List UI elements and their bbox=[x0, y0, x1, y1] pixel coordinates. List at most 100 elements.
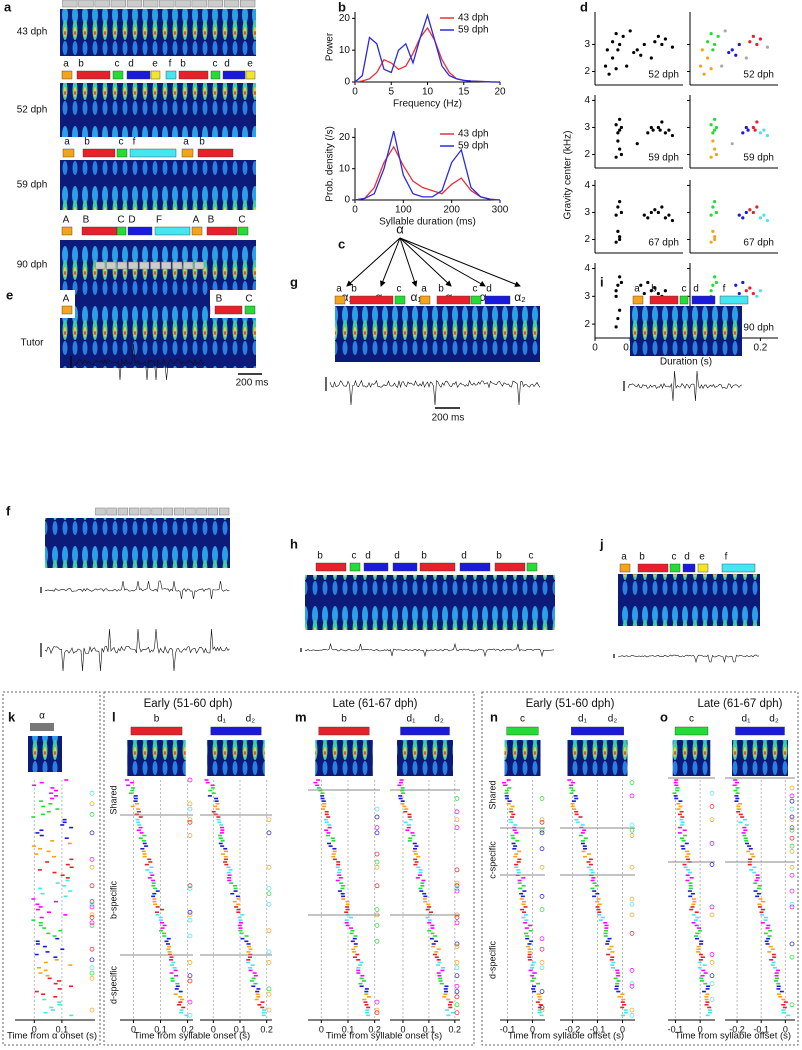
raster-marker bbox=[187, 933, 193, 939]
point bbox=[737, 42, 741, 47]
point bbox=[628, 29, 632, 33]
x-tick-label: 0.2 bbox=[260, 1024, 273, 1034]
raster-marker bbox=[629, 981, 635, 986]
voltage-trace bbox=[74, 343, 205, 381]
node: α₁ bbox=[411, 290, 422, 304]
panel-label: g bbox=[290, 274, 298, 289]
syllable-label: d₁ bbox=[578, 714, 588, 725]
point bbox=[730, 142, 734, 146]
raster-marker bbox=[89, 864, 95, 870]
point bbox=[616, 316, 620, 321]
syllable-label: A bbox=[63, 215, 70, 226]
syllable-bar bbox=[363, 562, 389, 572]
panel-label: h bbox=[290, 536, 298, 551]
x-tick-label: 0 bbox=[698, 1024, 703, 1034]
point bbox=[723, 29, 727, 33]
syllable-label: b bbox=[84, 137, 90, 148]
legend-label: 43 dph bbox=[458, 129, 489, 140]
x-tick-label: 0.1 bbox=[154, 1024, 167, 1034]
point bbox=[616, 283, 620, 287]
point bbox=[744, 210, 748, 215]
age-label: 52 dph bbox=[17, 105, 48, 116]
x-axis-label: Duration (s) bbox=[660, 357, 712, 368]
x-axis-label: Time from syllable onset (s) bbox=[326, 1031, 442, 1042]
voltage-trace bbox=[617, 654, 760, 664]
raster-marker bbox=[709, 960, 715, 965]
point bbox=[713, 275, 717, 279]
point bbox=[713, 128, 717, 132]
syllable-label: F bbox=[156, 215, 162, 226]
raster-marker bbox=[539, 846, 545, 852]
raster-marker bbox=[187, 909, 193, 915]
x-tick-label: 100 bbox=[395, 205, 412, 216]
raster-marker bbox=[187, 777, 193, 783]
point bbox=[651, 128, 655, 132]
syllable-box bbox=[223, 0, 240, 8]
point bbox=[741, 216, 745, 220]
syllable-bar bbox=[30, 723, 54, 731]
root-node: α bbox=[396, 221, 404, 236]
x-tick-label: 0.2 bbox=[368, 1024, 381, 1034]
raster-marker bbox=[187, 819, 193, 825]
point bbox=[639, 283, 643, 287]
y-tick-label: 0 bbox=[344, 77, 350, 88]
syllable-label: c bbox=[213, 59, 218, 70]
syllable-bar bbox=[526, 562, 538, 572]
syllable-bar bbox=[721, 563, 756, 573]
group-label: Shared bbox=[108, 785, 118, 814]
x-tick-label: 15 bbox=[458, 87, 470, 98]
syllable-label: d₂ bbox=[769, 714, 779, 725]
raster-marker bbox=[89, 1007, 95, 1013]
point bbox=[642, 291, 646, 296]
spectrogram bbox=[335, 306, 540, 362]
raster-marker bbox=[789, 793, 795, 799]
syllable-label: f bbox=[133, 137, 136, 148]
syllable-label: a bbox=[634, 284, 640, 295]
raster-marker bbox=[266, 864, 272, 870]
x-tick-label: 0.1 bbox=[342, 1024, 355, 1034]
raster-marker bbox=[709, 952, 715, 957]
node: α₂ bbox=[514, 290, 526, 304]
raster-marker bbox=[789, 901, 795, 907]
raster-marker bbox=[454, 1002, 460, 1008]
raster-marker bbox=[187, 999, 193, 1005]
group-label: d-specific bbox=[108, 965, 118, 1004]
raster-marker bbox=[266, 991, 272, 997]
node: α₁ bbox=[342, 290, 353, 304]
point bbox=[758, 37, 763, 41]
panel-label: k bbox=[8, 709, 16, 724]
raster-marker bbox=[374, 830, 380, 836]
point bbox=[649, 56, 653, 60]
point bbox=[758, 289, 763, 293]
point bbox=[605, 48, 609, 52]
syllable-label: c bbox=[689, 714, 694, 725]
raster-marker bbox=[539, 965, 545, 971]
point bbox=[711, 205, 715, 209]
point bbox=[663, 131, 668, 135]
syllable-label: b bbox=[351, 284, 357, 295]
point bbox=[714, 210, 719, 215]
point bbox=[614, 213, 618, 217]
syllable-box bbox=[110, 0, 126, 8]
legend-label: 59 dph bbox=[458, 141, 489, 152]
syllable-bar bbox=[506, 726, 539, 736]
syllable-label: d bbox=[365, 551, 371, 562]
syllable-bar bbox=[181, 148, 194, 158]
raster-marker bbox=[454, 965, 460, 971]
raster-marker bbox=[374, 883, 380, 889]
syllable-label: d bbox=[394, 551, 400, 562]
point bbox=[663, 216, 668, 220]
point bbox=[635, 142, 639, 146]
point bbox=[753, 128, 757, 132]
syllable-label: c bbox=[397, 284, 402, 295]
syllable-bar bbox=[571, 726, 624, 736]
raster-marker bbox=[266, 986, 272, 992]
x-tick-label: 0 bbox=[131, 1024, 136, 1034]
x-tick-label: 0 bbox=[32, 1024, 37, 1034]
panel-frame bbox=[2, 691, 101, 1046]
arrow bbox=[399, 237, 452, 287]
raster-marker bbox=[374, 999, 380, 1005]
syllable-bar bbox=[178, 70, 209, 80]
syllable-bar bbox=[206, 226, 238, 236]
syllable-label: b bbox=[639, 552, 645, 563]
